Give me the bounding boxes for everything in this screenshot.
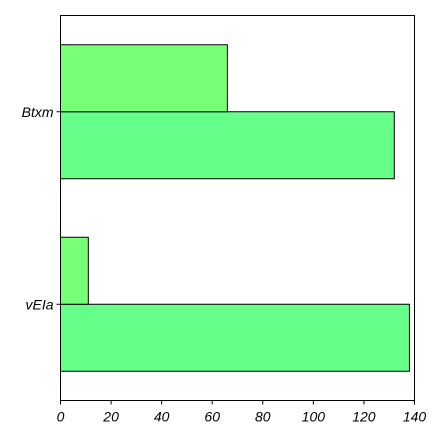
- x-tick-label: 80: [255, 409, 271, 425]
- x-axis: 0 20 40 60 80 100 120 140: [57, 400, 427, 425]
- x-tick-label: 40: [154, 409, 170, 425]
- x-tick-label: 20: [102, 409, 119, 425]
- bar-Btxm-series-1: [60, 44, 228, 113]
- bar-vEIa-series-0: [60, 303, 410, 372]
- x-tick-label: 140: [403, 409, 427, 425]
- y-axis: vEIa Btxm: [22, 104, 61, 312]
- bar-vEIa-series-1: [60, 236, 89, 305]
- x-tick-label: 120: [352, 409, 376, 425]
- x-tick-label: 0: [57, 409, 65, 425]
- plot-area-frame: [60, 15, 415, 401]
- y-tick-label: vEIa: [25, 296, 53, 312]
- y-tick-label: Btxm: [22, 104, 54, 120]
- bars-group: [60, 44, 410, 372]
- x-tick-label: 60: [204, 409, 220, 425]
- bar-Btxm-series-0: [60, 111, 395, 180]
- x-tick-label: 100: [302, 409, 326, 425]
